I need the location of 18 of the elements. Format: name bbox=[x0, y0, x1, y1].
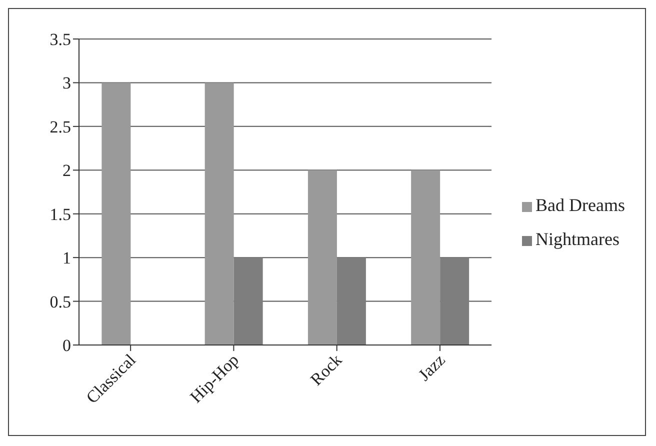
bar bbox=[102, 82, 131, 345]
y-tick-label: 0 bbox=[62, 336, 71, 356]
y-tick-label: 2 bbox=[62, 161, 71, 180]
bar bbox=[440, 258, 470, 345]
bar bbox=[308, 170, 337, 345]
legend-label: Nightmares bbox=[536, 229, 620, 249]
y-tick-label: 2.5 bbox=[50, 117, 71, 136]
y-tick-label: 3.5 bbox=[50, 30, 71, 50]
y-tick-label: 1 bbox=[62, 248, 71, 268]
y-tick-label: 0.5 bbox=[50, 292, 71, 312]
bar bbox=[411, 170, 440, 345]
y-tick-label: 1.5 bbox=[50, 204, 71, 224]
y-tick-label: 3 bbox=[62, 74, 71, 93]
bar bbox=[336, 258, 366, 345]
bar bbox=[204, 82, 234, 345]
legend-label: Bad Dreams bbox=[536, 195, 625, 215]
x-tick-label: Jazz bbox=[414, 350, 450, 385]
bar bbox=[234, 258, 263, 345]
